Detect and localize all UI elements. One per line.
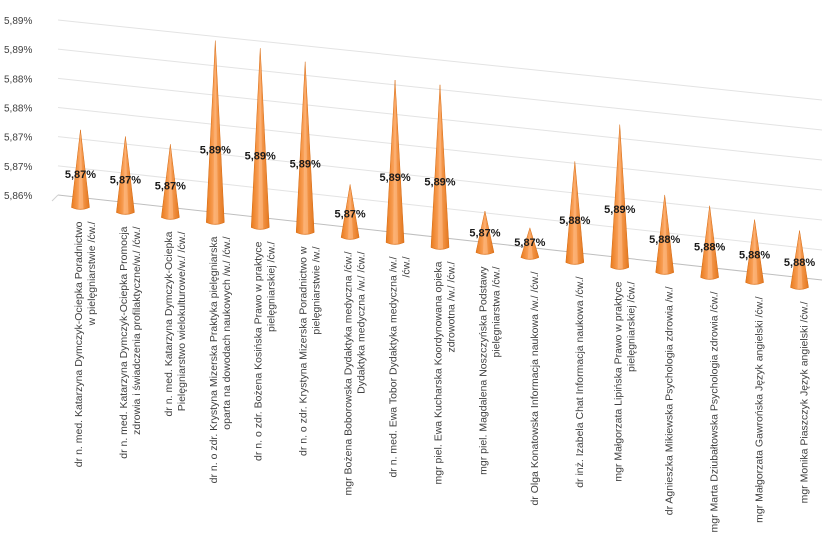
category-label-line: pielęgniarskiej /ćw./: [266, 241, 278, 332]
category-label-line: dr n. med. Katarzyna Dymczyk-Ociepka: [163, 231, 175, 416]
data-label: 5,87%: [514, 237, 545, 249]
category-label: mgr Małgorzata Gawrońska Język angielski…: [754, 296, 766, 522]
category-label: dr Olga Konatowska Informacja naukowa /w…: [529, 271, 541, 505]
category-label-line: mgr Monika Piaszczyk Język angielski /ćw…: [799, 301, 811, 503]
category-label-line: Pielęgniarstwo wielokulturowe/w./ /ćw./: [176, 231, 188, 411]
category-label-line: dr n. o zdr. Bożena Kosińska Prawo w pra…: [253, 241, 265, 461]
category-label-line: Dydaktyka medyczna /w./ /ćw./: [356, 251, 368, 393]
cone-highlight: [168, 144, 174, 219]
category-labels: dr n. med. Katarzyna Dymczyk-Ociepka Por…: [73, 221, 811, 532]
cone-highlight: [617, 124, 623, 269]
y-tick-label: 5,89%: [4, 45, 32, 56]
data-label: 5,89%: [245, 150, 276, 162]
category-label: mgr piel. Ewa Kucharska Koordynowana opi…: [433, 261, 458, 484]
category-label: dr n. med. Katarzyna Dymczyk-Ociepka Por…: [73, 221, 98, 467]
data-label: 5,87%: [469, 228, 500, 240]
data-label: 5,89%: [290, 159, 321, 171]
category-label-line: pielęgniarstwa /ćw./: [490, 266, 502, 357]
category-label-line: mgr Małgorzata Gawrońska Język angielski…: [754, 296, 766, 522]
data-label: 5,87%: [65, 169, 96, 181]
category-label: dr n. med. Katarzyna Dymczyk-Ociepka Piel…: [163, 231, 188, 416]
y-tick-label: 5,88%: [4, 104, 32, 115]
category-label-line: zdrowotna /w./ /ćw./: [446, 261, 458, 352]
cone-highlight: [438, 84, 443, 249]
category-label-line: dr n. o zdr. Krystyna Mizerska Praktyka …: [208, 236, 220, 483]
category-label-line: mgr piel. Magdalena Noszczyńska Podstawy: [477, 266, 489, 475]
category-label-line: dr Agnieszka Mikiewska Psychologia zdrow…: [664, 286, 676, 515]
cone-highlight: [482, 211, 488, 254]
cone-highlight: [797, 230, 803, 289]
y-tick-label: 5,89%: [4, 16, 32, 27]
category-label: mgr Monika Piaszczyk Język angielski /ćw…: [799, 301, 811, 503]
category-label-line: /ćw./: [401, 256, 413, 277]
cone-highlight: [123, 136, 129, 214]
category-label-line: dr n. med. Ewa Tobor Dydaktyka medyczna …: [388, 256, 400, 477]
y-axis-ticks: 5,86% 5,87% 5,87% 5,88% 5,88% 5,89% 5,89%: [4, 16, 32, 202]
data-label: 5,87%: [110, 175, 141, 187]
y-tick-label: 5,86%: [4, 191, 32, 202]
category-label-line: mgr Bożena Boborowska Dydaktyka medyczna…: [343, 251, 355, 495]
data-label: 5,88%: [649, 234, 680, 246]
y-tick-label: 5,87%: [4, 133, 32, 144]
cone-highlight: [258, 48, 264, 229]
cone-highlight: [78, 129, 84, 209]
category-label-line: mgr piel. Ewa Kucharska Koordynowana opi…: [433, 261, 445, 484]
category-label: mgr Małgorzata Lipińska Prawo w praktyce…: [612, 281, 637, 481]
data-label: 5,89%: [604, 204, 635, 216]
data-label: 5,88%: [694, 241, 725, 253]
cone-highlight: [572, 161, 578, 264]
cone-highlight: [707, 205, 713, 279]
cone-highlight: [393, 80, 399, 244]
category-label: mgr Marta Dziubałtowska Psychologia zdro…: [709, 291, 721, 532]
category-label-line: dr inż. Izabela Chat Informacja naukowa …: [574, 276, 586, 487]
category-label-line: dr n. med. Katarzyna Dymczyk-Ociepka Pro…: [118, 226, 130, 458]
category-label: dr n. med. Ewa Tobor Dydaktyka medyczna …: [388, 256, 413, 477]
data-label: 5,88%: [739, 250, 770, 262]
category-label: dr n. med. Katarzyna Dymczyk-Ociepka Pro…: [118, 226, 143, 458]
category-label-line: pielęgniarstwie /w./: [311, 246, 323, 334]
cones: [71, 40, 809, 290]
category-label-line: mgr Małgorzata Lipińska Prawo w praktyce: [612, 281, 624, 481]
category-label: dr inż. Izabela Chat Informacja naukowa …: [574, 276, 586, 487]
gridline: [57, 19, 823, 101]
category-label-line: zdrowia i świadczenia profilaktyczne/w./…: [131, 226, 143, 434]
cone-highlight: [348, 184, 354, 239]
category-label-line: w pielęgniarstwie /ćw./: [86, 221, 98, 326]
category-label: dr n. o zdr. Krystyna Mizerska Poradnict…: [298, 246, 323, 456]
data-label: 5,87%: [335, 208, 366, 220]
data-label: 5,89%: [379, 172, 410, 184]
data-label: 5,89%: [424, 177, 455, 189]
category-label-line: dr n. med. Katarzyna Dymczyk-Ociepka Por…: [73, 221, 85, 467]
y-tick-label: 5,87%: [4, 162, 32, 173]
data-labels: 5,87% 5,87% 5,87% 5,89% 5,89% 5,89% 5,87% 5,89%…: [65, 144, 815, 268]
cone-highlight: [213, 40, 219, 224]
category-label: mgr Bożena Boborowska Dydaktyka medyczna…: [343, 251, 368, 495]
data-label: 5,89%: [200, 144, 231, 156]
cone-highlight: [303, 61, 309, 234]
category-label: mgr piel. Magdalena Noszczyńska Podstawy…: [477, 266, 502, 475]
category-label-line: mgr Marta Dziubałtowska Psychologia zdro…: [709, 291, 721, 532]
data-label: 5,87%: [155, 181, 186, 193]
data-label: 5,88%: [784, 257, 815, 269]
category-label: dr n. o zdr. Krystyna Mizerska Praktyka …: [208, 236, 233, 483]
cone-highlight: [662, 194, 668, 274]
category-label-line: dr n. o zdr. Krystyna Mizerska Poradnict…: [298, 246, 310, 456]
category-label: dr Agnieszka Mikiewska Psychologia zdrow…: [664, 286, 676, 515]
category-label-line: dr Olga Konatowska Informacja naukowa /w…: [529, 271, 541, 505]
data-label: 5,88%: [559, 215, 590, 227]
cone-highlight: [527, 227, 533, 259]
y-tick-label: 5,88%: [4, 74, 32, 85]
category-label: dr n. o zdr. Bożena Kosińska Prawo w pra…: [253, 241, 278, 461]
category-label-line: oparta na dowodach naukowych /w./ /ćw./: [221, 236, 233, 429]
axis-corner: [51, 194, 59, 202]
cone-highlight: [752, 219, 758, 284]
category-label-line: pielęgniarskiej /ćw./: [625, 281, 637, 372]
